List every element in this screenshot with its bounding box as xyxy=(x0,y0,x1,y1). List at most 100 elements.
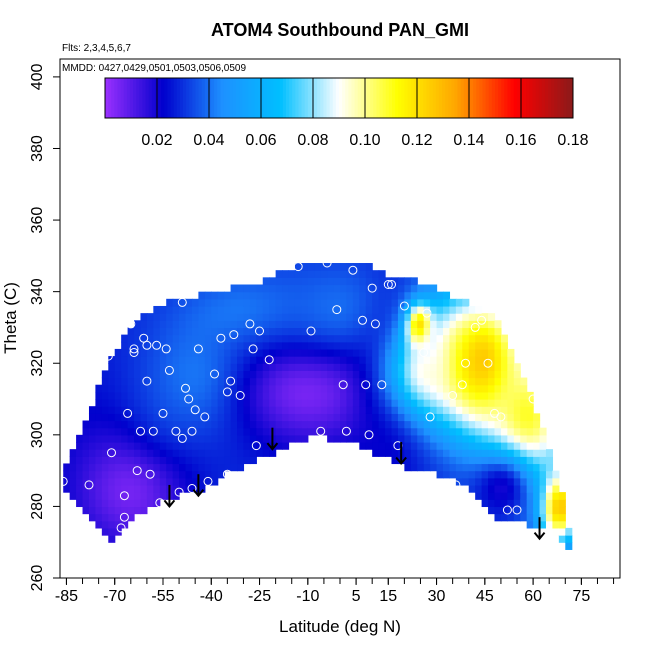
heatmap-cell xyxy=(507,356,515,364)
heatmap-cell xyxy=(494,377,502,386)
heatmap-cell xyxy=(101,384,109,393)
heatmap-cell xyxy=(108,391,116,400)
heatmap-cell xyxy=(224,320,232,329)
heatmap-cell xyxy=(436,399,444,407)
heatmap-cell xyxy=(204,348,212,357)
heatmap-cell xyxy=(481,363,489,371)
heatmap-cell xyxy=(340,427,348,436)
heatmap-cell xyxy=(256,363,264,371)
heatmap-cell xyxy=(307,413,315,422)
heatmap-cell xyxy=(211,348,219,357)
heatmap-cell xyxy=(423,327,431,336)
heatmap-cell xyxy=(275,363,283,371)
heatmap-cell xyxy=(230,463,238,472)
heatmap-cell xyxy=(243,406,251,414)
heatmap-cell xyxy=(191,470,199,479)
heatmap-cell xyxy=(191,370,199,379)
heatmap-cell xyxy=(417,305,425,314)
heatmap-cell xyxy=(249,413,257,422)
heatmap-cell xyxy=(378,449,386,457)
heatmap-cell xyxy=(127,484,135,493)
heatmap-cell xyxy=(121,463,129,472)
heatmap-cell xyxy=(417,348,425,357)
heatmap-cell xyxy=(372,334,380,343)
heatmap-cell xyxy=(204,420,212,429)
heatmap-cell xyxy=(275,277,283,286)
heatmap-cell xyxy=(185,370,193,379)
heatmap-cell xyxy=(249,391,257,400)
y-tick-label: 320 xyxy=(29,350,46,377)
heatmap-cell xyxy=(352,263,360,271)
y-tick-label: 380 xyxy=(29,135,46,162)
heatmap-cell xyxy=(494,456,502,465)
heatmap-cell xyxy=(372,441,380,450)
heatmap-cell xyxy=(211,356,219,364)
colorbar-swatch xyxy=(126,78,131,118)
heatmap-cell xyxy=(153,348,161,357)
heatmap-cell xyxy=(198,313,206,321)
heatmap-cell xyxy=(352,305,360,314)
heatmap-cell xyxy=(230,420,238,429)
heatmap-cell xyxy=(217,391,225,400)
colorbar-swatch xyxy=(183,78,187,118)
heatmap-cell xyxy=(249,420,257,429)
heatmap-cell xyxy=(539,427,547,436)
colorbar-swatch xyxy=(360,78,365,118)
heatmap-cell xyxy=(333,341,341,350)
heatmap-cell xyxy=(533,420,541,429)
heatmap-cell xyxy=(397,420,405,429)
heatmap-cell xyxy=(243,399,251,407)
heatmap-cell xyxy=(442,313,451,321)
heatmap-cell xyxy=(172,449,180,457)
heatmap-cell xyxy=(198,477,206,486)
heatmap-cell xyxy=(262,413,270,422)
heatmap-cell xyxy=(539,492,547,500)
heatmap-cell xyxy=(372,363,380,371)
heatmap-cell xyxy=(217,370,225,379)
heatmap-cell xyxy=(430,363,438,371)
heatmap-cell xyxy=(101,456,109,465)
heatmap-cell xyxy=(430,427,438,436)
heatmap-cell xyxy=(314,284,322,293)
heatmap-cell xyxy=(455,348,463,357)
colorbar-swatch xyxy=(267,78,271,118)
heatmap-cell xyxy=(417,420,425,429)
heatmap-cell xyxy=(365,363,373,371)
heatmap-cell xyxy=(391,399,399,407)
heatmap-cell xyxy=(198,463,206,472)
heatmap-cell xyxy=(166,463,174,472)
heatmap-cell xyxy=(404,463,412,472)
heatmap-cell xyxy=(230,406,238,414)
heatmap-cell xyxy=(179,313,187,321)
heatmap-cell xyxy=(282,420,290,429)
heatmap-cell xyxy=(436,363,444,371)
heatmap-cell xyxy=(391,284,399,293)
heatmap-cell xyxy=(385,313,393,321)
heatmap-cell xyxy=(533,484,541,493)
heatmap-cell xyxy=(410,406,418,414)
heatmap-cell xyxy=(114,499,122,508)
heatmap-cell xyxy=(269,334,277,343)
heatmap-cell xyxy=(333,399,341,407)
heatmap-cell xyxy=(108,470,116,479)
heatmap-cell xyxy=(282,363,290,371)
heatmap-cell xyxy=(237,370,245,379)
heatmap-cell xyxy=(539,441,547,450)
heatmap-cell xyxy=(217,399,225,407)
heatmap-cell xyxy=(211,313,219,321)
heatmap-cell xyxy=(359,284,367,293)
heatmap-cell xyxy=(159,370,167,379)
colorbar-swatch xyxy=(320,78,324,118)
heatmap-cell xyxy=(397,291,405,300)
heatmap-cell xyxy=(230,384,238,393)
heatmap-cell xyxy=(340,263,348,271)
sample-point xyxy=(229,330,239,340)
heatmap-cell xyxy=(488,449,496,457)
heatmap-cell xyxy=(140,499,148,508)
heatmap-cell xyxy=(430,291,438,300)
colorbar-swatch xyxy=(373,78,377,118)
heatmap-cell xyxy=(191,406,199,414)
heatmap-cell xyxy=(269,313,277,321)
heatmap-cell xyxy=(558,492,566,500)
heatmap-cell xyxy=(436,291,444,300)
